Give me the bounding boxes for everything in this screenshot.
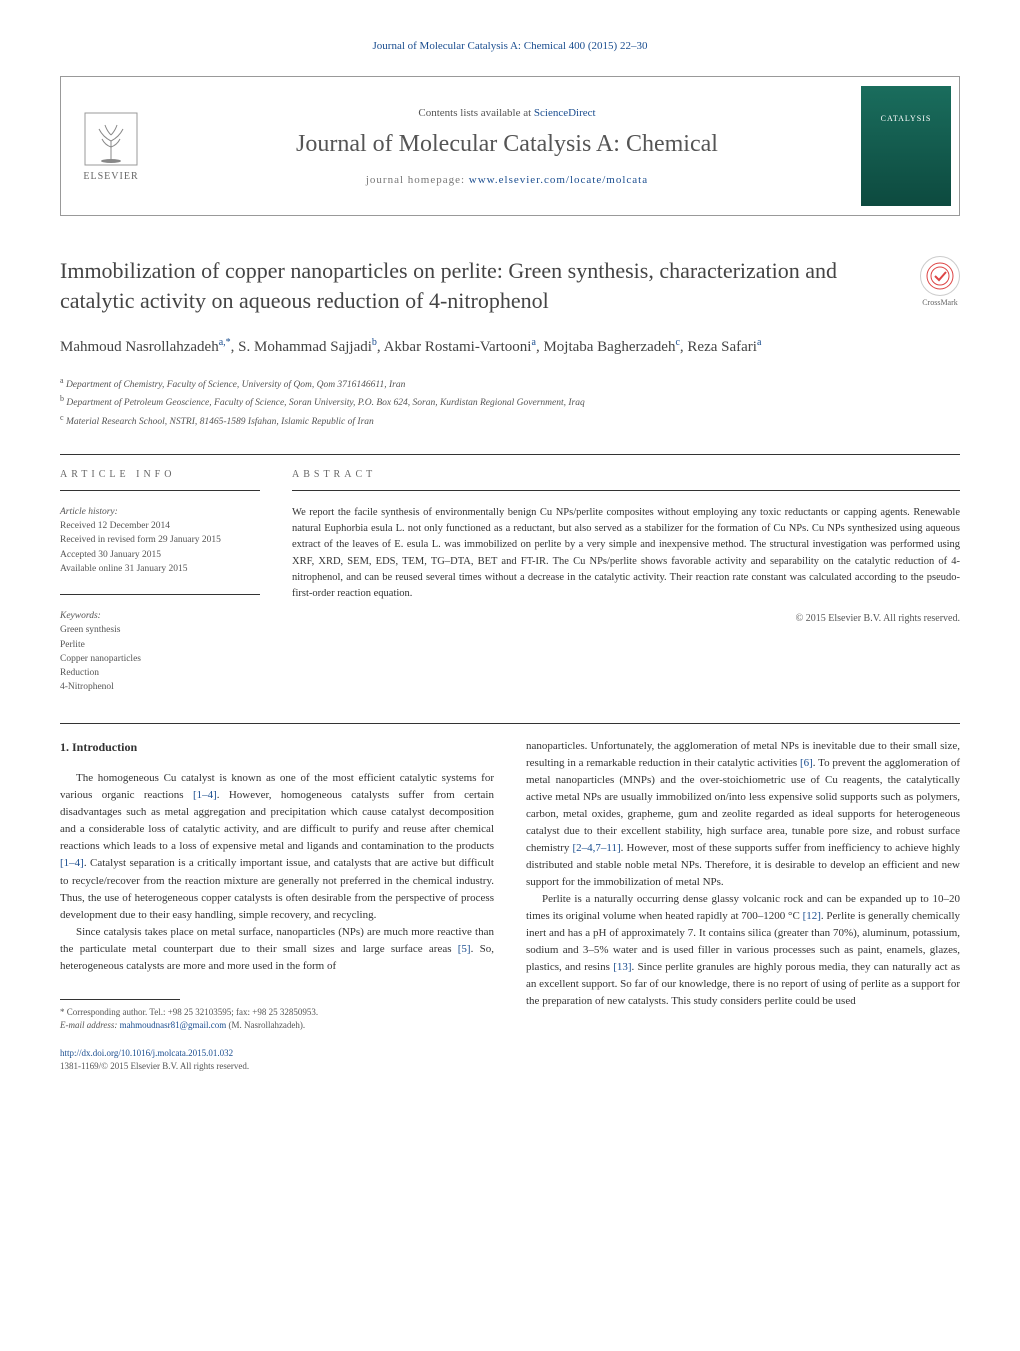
footnote-star: *: [60, 1007, 67, 1017]
intro-para-1: The homogeneous Cu catalyst is known as …: [60, 770, 494, 923]
keyword-item: Copper nanoparticles: [60, 652, 260, 666]
ref-link[interactable]: [12]: [803, 910, 821, 922]
kw-divider: [60, 594, 260, 595]
right-column: nanoparticles. Unfortunately, the agglom…: [526, 738, 960, 1074]
footnote-separator: [60, 999, 180, 1000]
cover-label: CATALYSIS: [881, 114, 932, 123]
abstract-text: We report the facile synthesis of enviro…: [292, 505, 960, 603]
author-affil-sup: a,*: [219, 337, 231, 348]
intro-para-3: nanoparticles. Unfortunately, the agglom…: [526, 738, 960, 891]
intro-para-2: Since catalysis takes place on metal sur…: [60, 924, 494, 975]
abstract-copyright: © 2015 Elsevier B.V. All rights reserved…: [292, 613, 960, 624]
author-affil-sup: c: [675, 337, 679, 348]
ref-link[interactable]: [1–4]: [60, 857, 84, 869]
abs-divider: [292, 490, 960, 491]
history-online: Available online 31 January 2015: [60, 562, 260, 576]
corresponding-author-footnote: * Corresponding author. Tel.: +98 25 321…: [60, 1006, 494, 1033]
doi-link[interactable]: http://dx.doi.org/10.1016/j.molcata.2015…: [60, 1048, 233, 1058]
crossmark-badge[interactable]: CrossMark: [920, 256, 960, 307]
keyword-item: Green synthesis: [60, 623, 260, 637]
keyword-item: Reduction: [60, 666, 260, 680]
crossmark-icon: [920, 256, 960, 296]
intro-para-4: Perlite is a naturally occurring dense g…: [526, 891, 960, 1010]
author-affil-sup: a: [531, 337, 535, 348]
history-revised: Received in revised form 29 January 2015: [60, 533, 260, 547]
ref-link[interactable]: [13]: [613, 961, 631, 973]
abstract-column: ABSTRACT We report the facile synthesis …: [292, 469, 960, 695]
elsevier-label: ELSEVIER: [83, 171, 138, 182]
contents-prefix: Contents lists available at: [418, 107, 533, 119]
section-divider: [60, 454, 960, 455]
journal-name: Journal of Molecular Catalysis A: Chemic…: [177, 131, 837, 158]
author-affil-sup: b: [372, 337, 377, 348]
keywords-block: Keywords: Green synthesisPerliteCopper n…: [60, 609, 260, 695]
history-received: Received 12 December 2014: [60, 519, 260, 533]
article-title: Immobilization of copper nanoparticles o…: [60, 256, 904, 315]
header-center: Contents lists available at ScienceDirec…: [161, 99, 853, 194]
author-email[interactable]: mahmoudnasr81@gmail.com: [120, 1020, 227, 1030]
ref-link[interactable]: [5]: [458, 943, 471, 955]
affiliation-b: b Department of Petroleum Geoscience, Fa…: [60, 393, 960, 411]
keywords-title: Keywords:: [60, 609, 260, 623]
keyword-item: 4-Nitrophenol: [60, 680, 260, 694]
body-divider: [60, 723, 960, 724]
homepage-url[interactable]: www.elsevier.com/locate/molcata: [469, 174, 648, 186]
affiliations: a Department of Chemistry, Faculty of Sc…: [60, 375, 960, 430]
elsevier-tree-icon: [83, 111, 139, 167]
article-info-column: ARTICLE INFO Article history: Received 1…: [60, 469, 260, 695]
journal-cover-thumb: CATALYSIS: [861, 86, 951, 206]
ref-link[interactable]: [1–4]: [193, 789, 217, 801]
journal-header: ELSEVIER Contents lists available at Sci…: [60, 76, 960, 216]
body-columns: 1. Introduction The homogeneous Cu catal…: [60, 738, 960, 1074]
authors-line: Mahmoud Nasrollahzadeha,*, S. Mohammad S…: [60, 335, 960, 359]
doi-block: http://dx.doi.org/10.1016/j.molcata.2015…: [60, 1047, 494, 1074]
history-accepted: Accepted 30 January 2015: [60, 548, 260, 562]
author-affil-sup: a: [757, 337, 761, 348]
affiliation-c: c Material Research School, NSTRI, 81465…: [60, 412, 960, 430]
contents-line: Contents lists available at ScienceDirec…: [177, 107, 837, 119]
sciencedirect-link[interactable]: ScienceDirect: [534, 107, 596, 119]
info-divider: [60, 490, 260, 491]
abstract-label: ABSTRACT: [292, 469, 960, 480]
top-citation: Journal of Molecular Catalysis A: Chemic…: [60, 40, 960, 52]
elsevier-logo: ELSEVIER: [61, 103, 161, 190]
homepage-prefix: journal homepage:: [366, 174, 469, 186]
left-column: 1. Introduction The homogeneous Cu catal…: [60, 738, 494, 1074]
intro-heading: 1. Introduction: [60, 738, 494, 757]
crossmark-label: CrossMark: [922, 298, 958, 307]
ref-link[interactable]: [2–4,7–11]: [572, 842, 620, 854]
keyword-item: Perlite: [60, 638, 260, 652]
issn-copyright: 1381-1169/© 2015 Elsevier B.V. All right…: [60, 1060, 494, 1074]
homepage-line: journal homepage: www.elsevier.com/locat…: [177, 174, 837, 186]
ref-link[interactable]: [6]: [800, 757, 813, 769]
affiliation-a: a Department of Chemistry, Faculty of Sc…: [60, 375, 960, 393]
history-title: Article history:: [60, 505, 260, 519]
article-info-label: ARTICLE INFO: [60, 469, 260, 480]
article-history: Article history: Received 12 December 20…: [60, 505, 260, 576]
